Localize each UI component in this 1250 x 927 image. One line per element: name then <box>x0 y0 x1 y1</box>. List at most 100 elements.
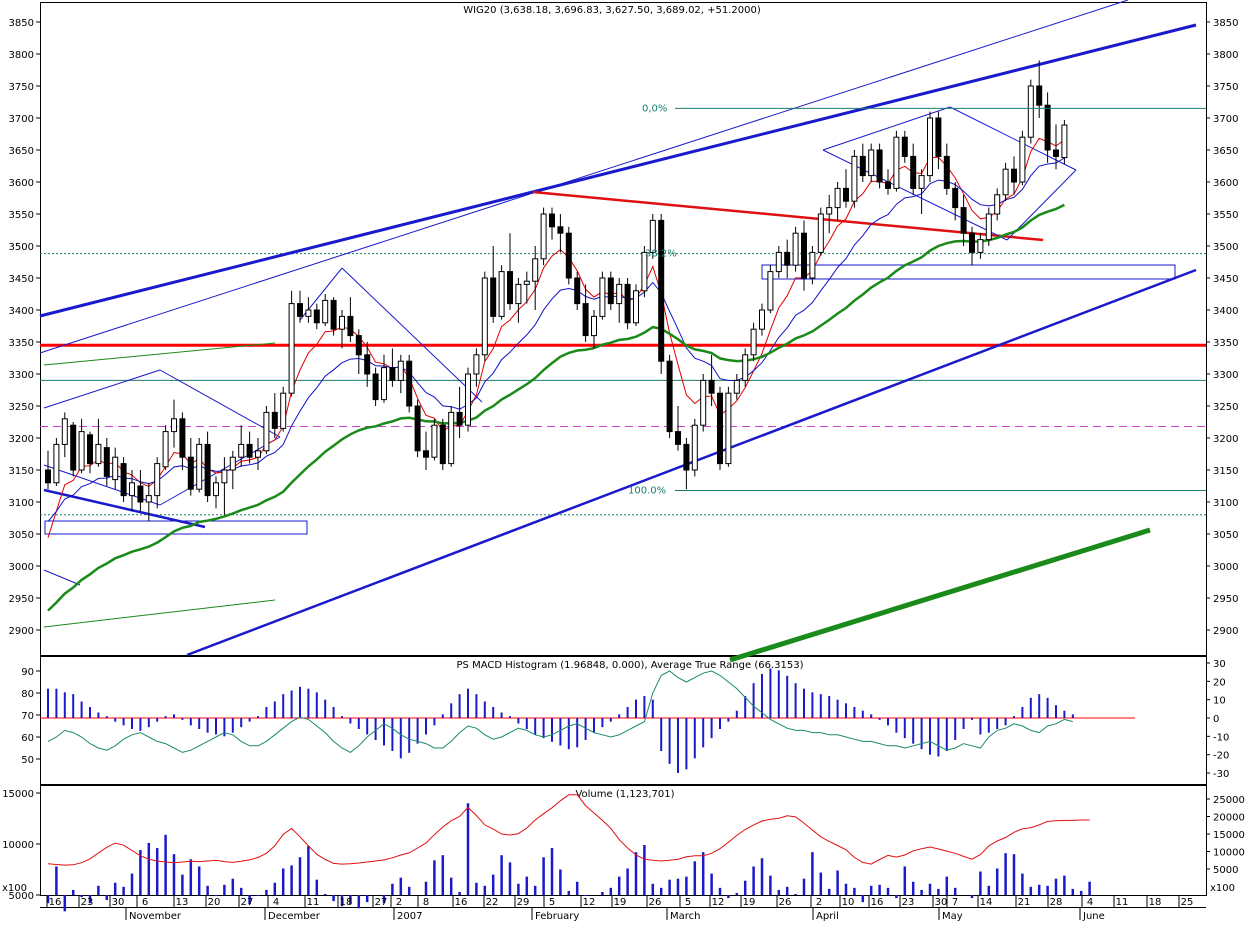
candle-down <box>666 360 673 433</box>
volume-tick-label-right: 10000 <box>1213 848 1245 859</box>
candle-down <box>910 155 917 189</box>
candle-down <box>784 251 791 266</box>
candle-up <box>61 418 68 445</box>
price-tick-label-right: 3450 <box>1213 274 1238 285</box>
candle-down <box>137 485 144 503</box>
candle-up <box>162 431 169 468</box>
trend-line <box>39 23 1197 318</box>
candle-up <box>700 379 707 426</box>
candle-up <box>691 424 698 471</box>
macd-tick-label-left: 80 <box>21 689 34 700</box>
candle-up <box>53 443 60 484</box>
candle-down <box>901 136 908 157</box>
candle-up <box>532 258 539 282</box>
price-tick-label-left: 3250 <box>9 402 34 413</box>
candle-down <box>271 411 278 429</box>
date-tick-label: 27 <box>241 897 254 908</box>
price-tick-label-left: 3550 <box>9 210 34 221</box>
candle-up <box>750 328 757 356</box>
candle-up <box>927 117 933 177</box>
date-tick-label: 23 <box>902 897 915 908</box>
price-tick-label-left: 3450 <box>9 274 34 285</box>
fibonacci-labels: 0,0% 38.2% 100.0% <box>628 103 1206 496</box>
candle-down <box>876 149 883 183</box>
date-tick-label: 20 <box>208 897 221 908</box>
candle-down <box>120 463 127 497</box>
date-tick-label: 5 <box>549 897 555 908</box>
horizontal-lines <box>40 253 1206 516</box>
candle-down <box>574 277 581 305</box>
month-label: June <box>1082 911 1105 922</box>
candle-down <box>607 277 614 305</box>
date-tick-label: 26 <box>649 897 662 908</box>
candle-down <box>507 271 513 305</box>
date-tick-label: 6 <box>142 897 148 908</box>
date-tick-label: 29 <box>517 897 530 908</box>
volume-unit-label-right: x100 <box>1210 883 1235 894</box>
candle-up <box>78 431 85 471</box>
candle-down <box>1044 104 1051 151</box>
month-label: February <box>535 911 579 922</box>
candle-up <box>515 283 522 305</box>
trend-line <box>43 569 81 586</box>
candle-down <box>708 379 715 394</box>
volume-axis: 5000 10000 15000 5000 10000 15000 20000 25000 <box>2 789 1245 902</box>
candle-down <box>582 303 589 337</box>
candle-up <box>1061 124 1068 159</box>
candle-up <box>481 277 488 356</box>
date-tick-label: 5 <box>685 897 691 908</box>
month-label: May <box>942 911 963 922</box>
date-tick-label: 11 <box>1116 897 1129 908</box>
candle-up <box>633 290 639 324</box>
panel-frames <box>40 2 1207 908</box>
date-tick-label: 8 <box>423 897 429 908</box>
candle-up <box>1019 136 1026 183</box>
candle-up <box>616 283 623 305</box>
price-tick-label-right: 3350 <box>1213 338 1238 349</box>
month-label: April <box>816 911 839 922</box>
month-label: 2007 <box>397 911 422 922</box>
candle-down <box>246 443 253 458</box>
price-tick-label-left: 3700 <box>9 114 34 125</box>
candle-up <box>465 373 471 426</box>
price-tick-label-right: 3500 <box>1213 242 1238 253</box>
candle-down <box>87 434 93 465</box>
candle-up <box>288 303 295 394</box>
candle-up <box>171 418 177 433</box>
candle-down <box>355 335 362 356</box>
candle-up <box>129 482 135 497</box>
candle-down <box>406 360 413 407</box>
volume-ma-path <box>47 794 1090 866</box>
trend-line <box>532 190 1044 242</box>
date-tick-label: 30 <box>112 897 125 908</box>
volume-tick-label-right: 5000 <box>1213 865 1238 876</box>
price-tick-label-left: 3200 <box>9 434 34 445</box>
candle-up <box>792 232 799 266</box>
candle-up <box>431 424 438 458</box>
date-tick-label: 12 <box>583 897 596 908</box>
candle-down <box>943 155 950 189</box>
date-tick-label: 19 <box>614 897 627 908</box>
trend-line <box>43 369 161 409</box>
support-zone-box <box>44 520 308 535</box>
candle-up <box>381 367 387 401</box>
date-tick-label: 25 <box>1181 897 1194 908</box>
price-tick-label-left: 3300 <box>9 370 34 381</box>
candle-up <box>95 443 102 465</box>
candle-up <box>742 354 749 381</box>
macd-tick-label-right: -30 <box>1213 769 1229 780</box>
date-tick-label: 10 <box>842 897 855 908</box>
candle-up <box>238 443 245 458</box>
moving-average-long <box>47 203 1065 612</box>
volume-tick-label-right: 15000 <box>1213 830 1245 841</box>
candle-down <box>456 411 463 426</box>
price-chart-title: WIG20 (3,638.18, 3,696.83, 3,627.50, 3,6… <box>463 5 761 16</box>
candle-down <box>372 373 379 401</box>
candlesticks <box>45 60 1068 522</box>
candle-up <box>977 239 984 253</box>
candle-up <box>448 411 455 465</box>
date-tick-label: 11 <box>307 897 320 908</box>
candle-up <box>868 149 875 177</box>
trend-line <box>186 268 1197 657</box>
